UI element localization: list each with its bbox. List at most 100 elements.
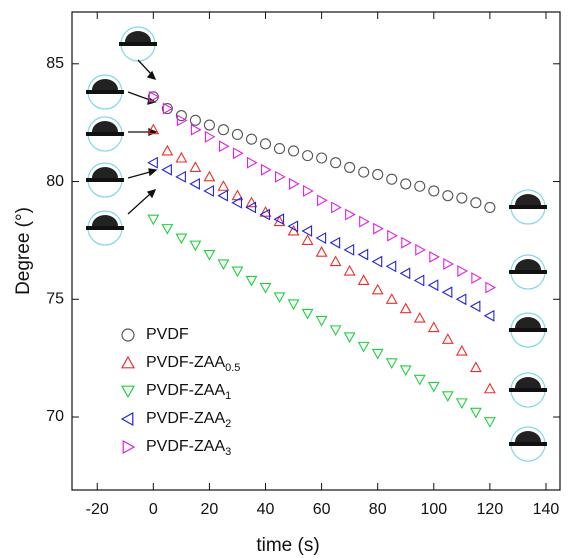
data-point [413, 311, 426, 323]
data-point [175, 151, 188, 163]
data-point [413, 274, 425, 287]
x-tick-label: 140 [533, 501, 560, 518]
data-point [259, 138, 272, 150]
data-point [359, 215, 370, 228]
data-point [203, 119, 215, 131]
data-point [147, 123, 160, 135]
data-point [469, 361, 482, 373]
data-point [415, 243, 426, 256]
data-point [175, 233, 188, 245]
data-point [217, 124, 229, 136]
data-point [483, 309, 495, 322]
data-point [245, 196, 258, 208]
data-point [357, 274, 370, 285]
data-point [399, 365, 412, 377]
data-point [400, 178, 412, 190]
data-point [175, 170, 186, 183]
y-tick-label: 85 [46, 55, 64, 72]
data-point [386, 173, 398, 185]
data-point [317, 194, 328, 207]
data-point [441, 391, 454, 402]
data-point [455, 344, 468, 356]
data-point [287, 220, 299, 233]
data-point [315, 315, 328, 327]
data-point [259, 208, 271, 221]
data-point [471, 272, 482, 285]
data-point [189, 114, 201, 126]
data-point [161, 224, 174, 235]
data-point [457, 265, 468, 277]
data-point [217, 180, 230, 191]
data-point [469, 407, 482, 419]
data-point [483, 417, 496, 428]
data-point [148, 90, 160, 103]
data-point [189, 161, 202, 172]
data-point [147, 156, 158, 169]
data-point [345, 208, 356, 221]
data-point [203, 185, 214, 197]
data-point [428, 185, 440, 197]
data-point [316, 152, 328, 164]
data-point [427, 321, 440, 333]
data-point [329, 325, 342, 337]
x-tick-label: 60 [313, 501, 331, 518]
data-point [427, 381, 440, 393]
data-point [231, 266, 244, 278]
x-tick-label: 20 [201, 501, 219, 518]
legend-marker [122, 439, 136, 455]
data-point [315, 232, 327, 244]
legend-label: PVDF-ZAA2 [146, 410, 231, 430]
data-point [301, 234, 314, 245]
data-point [246, 156, 258, 169]
data-point [232, 147, 244, 160]
data-point [175, 110, 187, 122]
legend-label: PVDF [146, 326, 189, 343]
data-point [245, 133, 258, 145]
data-point [273, 292, 286, 304]
data-point [289, 177, 300, 190]
data-point [344, 161, 356, 173]
data-point [190, 123, 202, 136]
data-point [427, 279, 439, 292]
legend-marker [121, 328, 135, 342]
data-point [217, 189, 228, 202]
legend-marker [120, 411, 134, 427]
data-point [204, 130, 216, 143]
data-point [259, 206, 272, 217]
data-point [484, 201, 496, 213]
x-tick-label: -20 [86, 501, 109, 518]
data-point [273, 143, 286, 155]
data-point [259, 282, 272, 294]
x-tick-label: 120 [477, 501, 504, 518]
data-point [442, 190, 454, 202]
data-point [443, 258, 454, 270]
data-point [260, 163, 272, 176]
data-point [301, 225, 313, 237]
data-point [162, 102, 174, 115]
data-point [331, 201, 342, 214]
data-point [161, 144, 174, 156]
x-tick-label: 40 [257, 501, 275, 518]
data-point [413, 374, 426, 386]
data-point [399, 302, 412, 314]
data-point [329, 236, 341, 249]
y-axis-label: Degree (°) [13, 207, 34, 295]
data-point [303, 185, 314, 197]
data-point [429, 250, 440, 263]
data-point [330, 157, 342, 169]
data-point [373, 222, 384, 235]
data-point [358, 166, 370, 178]
data-point [441, 286, 453, 299]
data-point [455, 293, 467, 306]
x-tick-label: 80 [369, 501, 387, 518]
data-point [189, 240, 202, 252]
data-point [385, 293, 398, 304]
data-point [371, 255, 383, 268]
x-axis-label: time (s) [256, 535, 319, 556]
data-point [343, 332, 356, 344]
data-point [287, 299, 300, 311]
data-point [401, 236, 412, 249]
legend: PVDF PVDF-ZAA0.5 PVDF-ZAA1 PVDF-ZAA2 PVDF-ZA… [120, 326, 240, 458]
